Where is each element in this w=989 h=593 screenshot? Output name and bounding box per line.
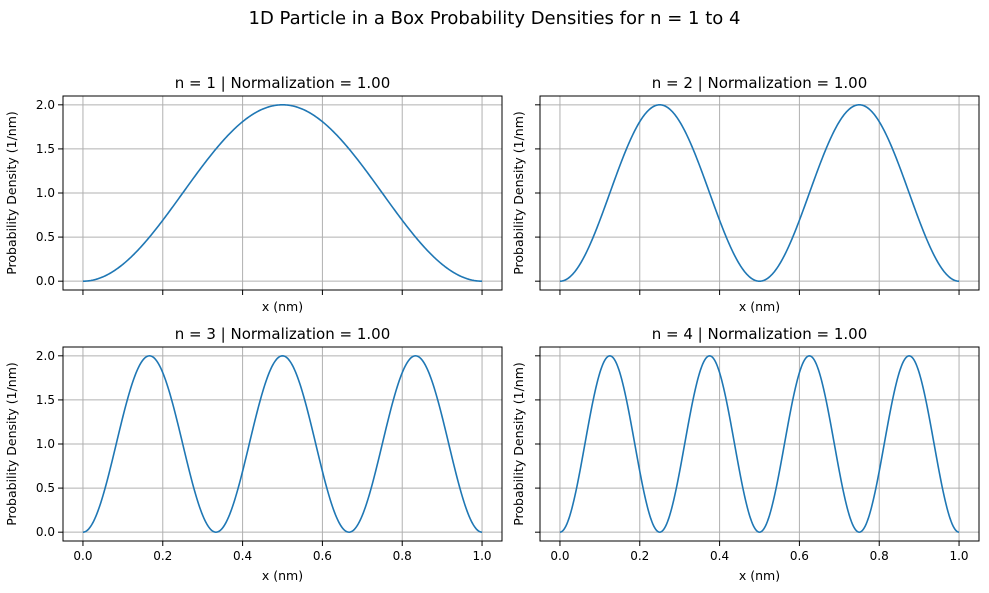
y-tick-label: 1.0 — [36, 437, 55, 451]
subplot-title: n = 1 | Normalization = 1.00 — [175, 74, 391, 92]
subplot-title: n = 3 | Normalization = 1.00 — [175, 325, 391, 343]
x-tick-label: 1.0 — [949, 549, 968, 563]
y-tick-label: 1.0 — [36, 186, 55, 200]
x-tick-label: 0.0 — [550, 549, 569, 563]
x-tick-label: 0.4 — [233, 549, 252, 563]
x-axis-label: x (nm) — [739, 568, 780, 583]
subplot-n4: 0.0 0.2 0.4 0.6 0.8 1.0 n = 4 | Normalization … — [511, 325, 980, 583]
x-axis-label: x (nm) — [262, 568, 303, 583]
y-tick-label: 2.0 — [36, 98, 55, 112]
series-line-n4 — [559, 355, 960, 533]
y-tick-label: 1.5 — [36, 142, 55, 156]
x-tick-label: 0.4 — [710, 549, 729, 563]
x-tick-label: 1.0 — [472, 549, 491, 563]
y-tick-label: 0.0 — [36, 525, 55, 539]
figure-title: 1D Particle in a Box Probability Densiti… — [249, 8, 741, 29]
series-line-n3 — [82, 355, 483, 533]
x-tick-label: 0.2 — [153, 549, 172, 563]
x-tick-label: 0.0 — [73, 549, 92, 563]
subplot-title: n = 4 | Normalization = 1.00 — [652, 325, 868, 343]
subplot-n1: 0.0 0.5 1.0 1.5 2.0 n = 1 | Normalization = 1… — [4, 74, 503, 314]
y-tick-label: 0.5 — [36, 230, 55, 244]
subplot-n2: n = 2 | Normalization = 1.00 x (nm) Probab… — [511, 74, 980, 314]
x-axis-label: x (nm) — [262, 299, 303, 314]
x-tick-label: 0.6 — [313, 549, 332, 563]
y-tick-label: 0.5 — [36, 481, 55, 495]
y-axis-label: Probability Density (1/nm) — [4, 111, 19, 275]
series-line-n2 — [559, 104, 960, 282]
y-axis-label: Probability Density (1/nm) — [4, 362, 19, 526]
x-tick-label: 0.8 — [393, 549, 412, 563]
y-tick-label: 1.5 — [36, 393, 55, 407]
x-tick-label: 0.6 — [790, 549, 809, 563]
x-tick-label: 0.8 — [870, 549, 889, 563]
subplot-title: n = 2 | Normalization = 1.00 — [652, 74, 868, 92]
series-line-n1 — [82, 104, 483, 282]
y-tick-label: 2.0 — [36, 349, 55, 363]
subplot-n3: 0.0 0.2 0.4 0.6 0.8 1.0 0.0 0.5 1.0 1.5 2.0 n = 3 |… — [4, 325, 503, 583]
y-axis-label: Probability Density (1/nm) — [511, 111, 526, 275]
y-tick-label: 0.0 — [36, 274, 55, 288]
x-axis-label: x (nm) — [739, 299, 780, 314]
x-tick-label: 0.2 — [630, 549, 649, 563]
y-axis-label: Probability Density (1/nm) — [511, 362, 526, 526]
